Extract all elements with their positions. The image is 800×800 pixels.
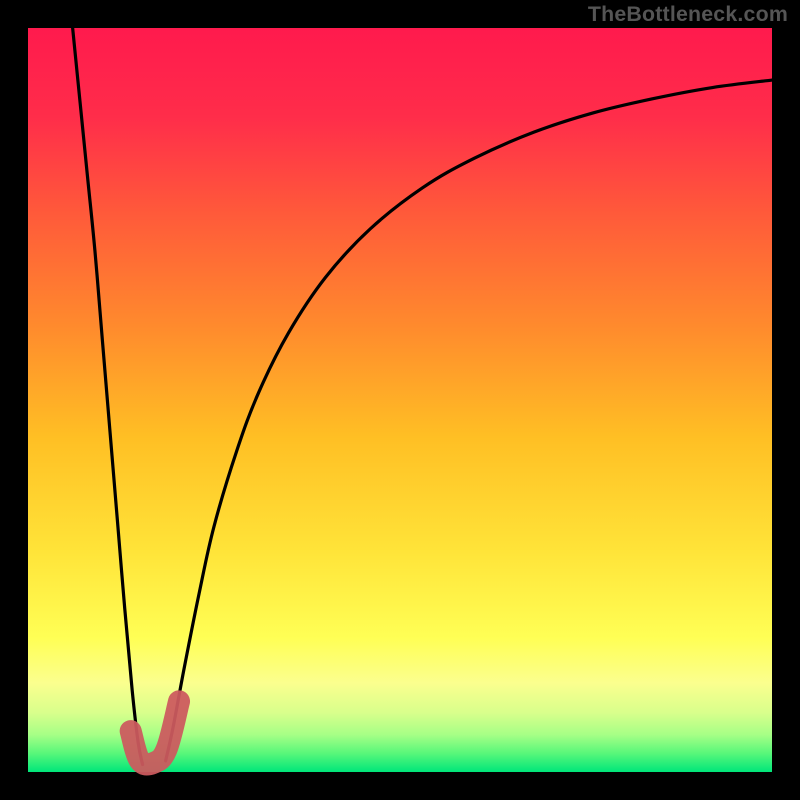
chart-container: TheBottleneck.com bbox=[0, 0, 800, 800]
chart-background bbox=[28, 28, 772, 772]
bottleneck-curve-chart bbox=[0, 0, 800, 800]
